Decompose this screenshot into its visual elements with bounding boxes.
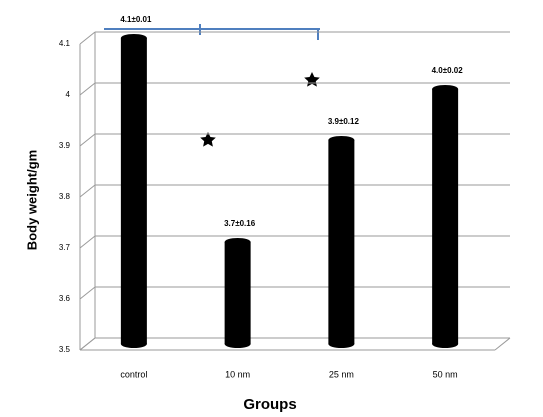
bar-cap [328, 136, 355, 144]
grid-line [79, 31, 96, 45]
grid-line [79, 235, 96, 249]
y-tick-label: 3.8 [59, 192, 71, 201]
grid-line [79, 337, 96, 351]
x-tick-label: 50 nm [433, 369, 458, 379]
y-tick-label: 3.9 [59, 141, 71, 150]
y-axis-label: Body weight/gm [24, 150, 39, 250]
value-label: 3.7±0.16 [224, 219, 256, 228]
x-tick-label: control [120, 369, 147, 379]
bar [328, 140, 355, 344]
bar-base [224, 340, 251, 348]
floor-edge [494, 337, 511, 351]
bar-cap [120, 34, 147, 42]
x-tick-label: 25 nm [329, 369, 354, 379]
significance-star [200, 132, 216, 147]
bar-cap [224, 238, 251, 246]
value-label: 4.1±0.01 [120, 15, 152, 24]
bar-base [432, 340, 459, 348]
value-label: 3.9±0.12 [328, 117, 360, 126]
grid-line [79, 82, 96, 96]
bar-base [328, 340, 355, 348]
grid-line [79, 286, 96, 300]
bar-cap [432, 85, 459, 93]
bar-base [120, 340, 147, 348]
x-tick-label: 10 nm [225, 369, 250, 379]
x-axis-label: Groups [243, 396, 296, 413]
y-tick-label: 3.7 [59, 243, 71, 252]
bar [224, 242, 251, 344]
bar [432, 89, 459, 344]
significance-bracket [104, 24, 320, 40]
y-tick-label: 3.6 [59, 294, 71, 303]
grid-line [79, 133, 96, 147]
y-tick-label: 4.1 [59, 39, 71, 48]
y-tick-label: 4 [66, 90, 71, 99]
grid-line [79, 184, 96, 198]
y-tick-label: 3.5 [59, 345, 71, 354]
value-label: 4.0±0.02 [432, 66, 464, 75]
bar [120, 38, 147, 344]
